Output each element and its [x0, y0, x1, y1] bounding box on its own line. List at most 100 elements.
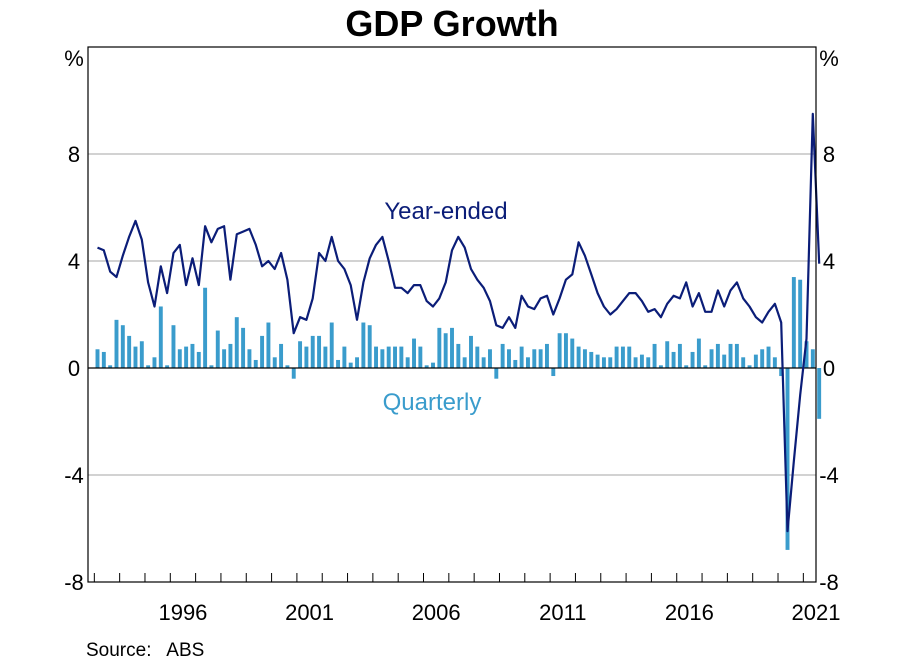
- quarterly-bar: [646, 357, 651, 368]
- x-tick-label: 2021: [792, 600, 841, 625]
- quarterly-bar: [418, 346, 423, 368]
- year-ended-line: [97, 112, 821, 533]
- y-axis-unit-right: %: [819, 46, 839, 71]
- quarterly-bar: [772, 357, 777, 368]
- quarterly-bar: [367, 325, 372, 368]
- quarterly-bar: [348, 362, 353, 368]
- quarterly-bar: [317, 335, 322, 368]
- quarterly-bar: [469, 335, 473, 368]
- quarterly-bar: [405, 357, 410, 368]
- quarterly-bar: [342, 346, 347, 368]
- gridlines: [88, 153, 816, 476]
- quarterly-bar: [544, 343, 549, 368]
- quarterly-bar: [538, 349, 543, 368]
- quarterly-bar: [101, 351, 106, 368]
- quarterly-bar: [450, 327, 454, 368]
- quarterly-bar: [108, 365, 113, 368]
- quarterly-bar: [361, 322, 366, 368]
- quarterly-bar: [753, 354, 758, 368]
- quarterly-bar: [133, 346, 138, 368]
- quarterly-bar: [614, 346, 619, 368]
- year-ended-series-line: [97, 112, 821, 533]
- quarterly-bar: [336, 359, 341, 368]
- quarterly-bar: [431, 362, 435, 368]
- quarterly-bar: [114, 319, 119, 368]
- quarterly-bar: [785, 368, 790, 550]
- quarterly-bar: [462, 357, 467, 368]
- quarterly-bar: [665, 341, 670, 368]
- quarterly-bar: [798, 279, 803, 368]
- quarterly-bar: [165, 365, 170, 368]
- quarterly-bar: [684, 365, 689, 368]
- quarterly-bar: [677, 343, 682, 368]
- quarterly-bar: [494, 368, 499, 379]
- quarterly-bar: [526, 357, 530, 368]
- x-tick-label: 2001: [285, 600, 334, 625]
- quarterly-bar: [304, 346, 309, 368]
- quarterly-bar: [741, 357, 746, 368]
- quarterly-bar: [766, 346, 771, 368]
- quarterly-bar: [234, 317, 239, 368]
- quarterly-bar: [374, 346, 378, 368]
- x-tick-label: 2011: [539, 600, 586, 625]
- quarterly-bar: [412, 338, 416, 368]
- quarterly-bar: [551, 368, 556, 377]
- quarterly-bar: [355, 357, 360, 368]
- y-tick-label-right: -4: [819, 463, 839, 488]
- quarterly-bar: [639, 354, 644, 368]
- quarterly-bar: [760, 349, 765, 368]
- plot-border: [87, 46, 817, 583]
- quarterly-bar: [260, 335, 265, 368]
- quarterly-bar: [95, 349, 100, 368]
- quarterly-bar: [481, 357, 486, 368]
- quarterly-bar: [310, 335, 315, 368]
- quarterly-bar: [734, 343, 739, 368]
- y-tick-label-right: 8: [823, 142, 835, 167]
- quarterly-bar: [266, 322, 271, 368]
- quarterly-bar: [272, 357, 277, 368]
- source-note: Source: ABS: [86, 640, 205, 661]
- quarterly-bar: [152, 357, 157, 368]
- y-tick-label-right: 0: [823, 356, 835, 381]
- quarterly-bar: [671, 351, 676, 368]
- quarterly-bar: [608, 357, 613, 368]
- quarterly-bar: [791, 277, 796, 368]
- y-tick-label-left: -4: [64, 463, 84, 488]
- x-tick-label: 2006: [412, 600, 461, 625]
- quarterly-bar: [329, 322, 334, 368]
- tick-labels: -8 -8 -4 -4 0 0 4 4 8 8 1996 2001 2006 2011 2016 2021: [64, 142, 840, 625]
- quarterly-bar: [177, 349, 182, 368]
- quarterly-bar: [557, 333, 562, 368]
- quarterly-bar: [399, 346, 404, 368]
- quarterly-bar: [500, 343, 505, 368]
- quarterly-bar: [690, 351, 695, 368]
- quarterly-bar: [203, 287, 208, 368]
- quarterly-bar: [437, 327, 442, 368]
- y-tick-label-left: -8: [64, 570, 84, 595]
- quarterly-bar: [393, 346, 397, 368]
- quarterly-bar: [810, 349, 815, 368]
- quarterly-bar: [703, 365, 708, 368]
- quarterly-bar: [563, 333, 568, 368]
- quarterly-bar: [158, 306, 163, 368]
- quarterly-bar: [241, 327, 246, 368]
- quarterly-bar: [747, 365, 752, 368]
- axis-ticks: [93, 573, 804, 582]
- quarterly-bar: [386, 346, 391, 368]
- quarterly-bar: [488, 349, 492, 368]
- quarterly-bar: [620, 346, 625, 368]
- quarterly-bar: [627, 346, 632, 368]
- quarterly-bar: [570, 338, 575, 368]
- quarterly-bar: [817, 368, 822, 419]
- quarterly-bar: [722, 354, 727, 368]
- y-tick-label-left: 0: [68, 356, 80, 381]
- y-tick-label-left: 4: [68, 249, 80, 274]
- quarterly-bar: [576, 346, 581, 368]
- quarterly-bar: [728, 343, 733, 368]
- y-tick-label-left: 8: [68, 142, 80, 167]
- x-tick-label: 1996: [158, 600, 207, 625]
- quarterly-bar: [595, 354, 600, 368]
- quarterly-bar: [323, 346, 328, 368]
- y-tick-label-right: 4: [823, 249, 835, 274]
